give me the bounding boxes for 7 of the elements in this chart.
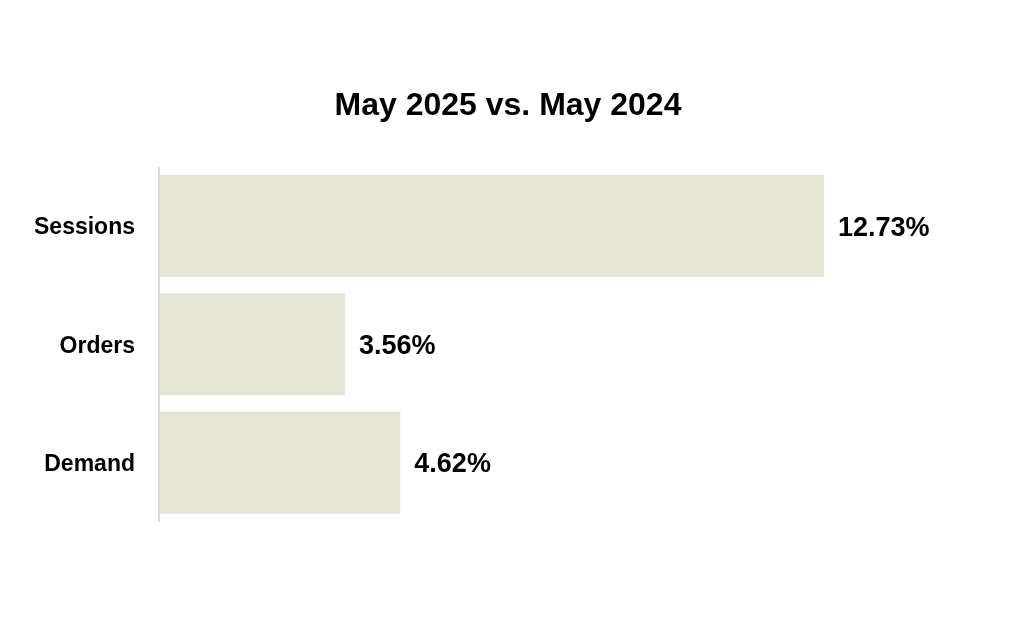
y-tick-label: Sessions bbox=[34, 213, 135, 240]
data-label: 4.62% bbox=[414, 448, 491, 479]
chart-title: May 2025 vs. May 2024 bbox=[333, 86, 683, 123]
y-tick-label: Demand bbox=[44, 450, 135, 476]
data-label: 3.56% bbox=[358, 329, 436, 360]
data-label: 12.73% bbox=[838, 211, 930, 242]
y-tick-label: Orders bbox=[59, 331, 135, 358]
